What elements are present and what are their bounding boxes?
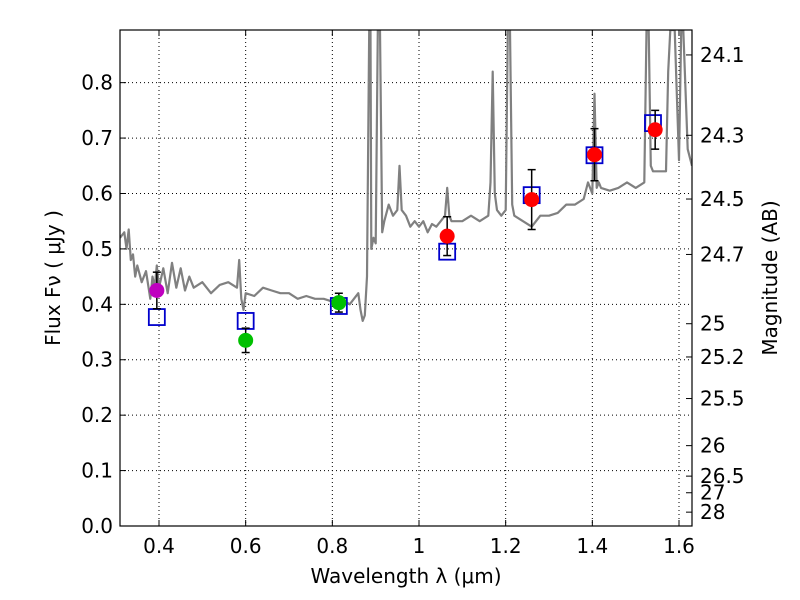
mag-tick-label: 24.5 [700,187,745,211]
mag-tick-label: 24.1 [700,43,745,67]
observed-point [524,192,540,208]
y-tick-label: 0.3 [81,348,113,372]
mag-tick-label: 25 [700,312,725,336]
y-tick-label: 0.4 [81,292,113,316]
y-axis: 0.0 0.1 0.2 0.3 0.4 0.5 0.6 0.7 0.8 [81,71,126,538]
mag-tick-label: 24.7 [700,242,745,266]
photometry-points-group [147,109,663,354]
y-tick-label: 0.6 [81,181,113,205]
mag-tick-label: 26 [700,434,725,458]
y-axis-label: Flux Fν ( μJy ) [41,210,65,346]
observed-point [587,147,602,163]
x-axis-label: Wavelength λ (μm) [310,564,501,588]
y-tick-label: 0.5 [81,237,113,261]
observed-point [331,295,347,311]
y-tick-label: 0.2 [81,403,113,427]
y-axis-right-label: Magnitude (AB) [758,200,782,355]
x-tick-label: 1.4 [576,534,608,558]
observed-point [149,282,165,298]
y-tick-label: 0.8 [81,71,113,95]
model-spectrum-group [120,30,692,322]
y-tick-label: 0.0 [81,514,113,538]
observed-point [647,122,663,138]
x-tick-label: 0.4 [143,534,175,558]
x-tick-label: 1.6 [663,534,695,558]
mag-tick-label: 25.2 [700,345,745,369]
x-tick-label: 0.8 [316,534,348,558]
mag-tick-label: 28 [700,500,725,524]
x-tick-label: 0.6 [230,534,262,558]
mag-tick-label: 27 [700,481,725,505]
observed-point [238,332,254,348]
y-tick-label: 0.7 [81,126,113,150]
plot-frame [119,29,693,527]
x-tick-label: 1.2 [490,534,522,558]
plot-background [120,30,692,526]
y-tick-label: 0.1 [81,459,113,483]
model-spectrum-line [120,30,692,322]
mag-tick-label: 24.3 [700,123,745,147]
observed-point [439,228,455,244]
mag-tick-label: 25.5 [700,387,745,411]
mag-tick-label: 26.5 [700,464,745,488]
x-tick-label: 1 [413,534,426,558]
x-axis: 0.4 0.6 0.8 1 1.2 1.4 1.6 [143,30,695,558]
